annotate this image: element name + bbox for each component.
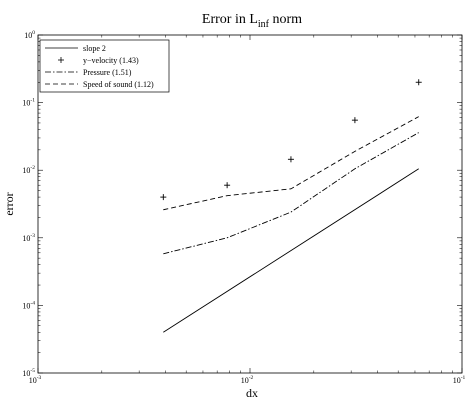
- y-tick-label: 100: [24, 30, 35, 40]
- series-slope-2: [163, 168, 419, 333]
- y-tick-exponent: -2: [30, 165, 35, 171]
- y-tick-exponent: 0: [32, 30, 35, 36]
- x-tick-label: 10-2: [241, 375, 254, 385]
- x-tick-exponent: -3: [37, 375, 42, 381]
- y-tick-base: 10: [24, 31, 32, 40]
- y-tick-exponent: -4: [30, 300, 35, 306]
- legend-label-slope-2: slope 2: [83, 44, 106, 53]
- y-tick-base: 10: [22, 166, 30, 175]
- y-velocity-point: [415, 79, 422, 86]
- chart-title-suffix: norm: [269, 12, 302, 27]
- legend: slope 2 y−velocity (1.43) Pressure (1.51…: [39, 39, 170, 93]
- series-speed-of-sound: [163, 116, 419, 211]
- chart-title: Error in Linf norm: [202, 12, 302, 30]
- y-velocity-point: [287, 156, 294, 163]
- series-layer: [160, 79, 422, 333]
- chart-title-subscript: inf: [258, 19, 270, 30]
- x-tick-label: 10-3: [29, 375, 42, 385]
- series-pressure-line: [163, 132, 419, 255]
- legend-label-y-velocity: y−velocity (1.43): [83, 56, 139, 65]
- x-tick-base: 10: [29, 376, 37, 385]
- x-tick-base: 10: [453, 376, 461, 385]
- chart-title-prefix: Error in L: [202, 12, 258, 27]
- y-tick-exponent: -1: [30, 98, 35, 104]
- y-tick-base: 10: [22, 99, 30, 108]
- series-speed-of-sound-line: [163, 116, 419, 211]
- y-tick-label: 10-4: [22, 300, 35, 310]
- y-tick-label: 10-1: [22, 98, 35, 108]
- y-tick-base: 10: [22, 234, 30, 243]
- legend-label-pressure: Pressure (1.51): [83, 68, 132, 77]
- y-tick-exponent: -5: [30, 368, 35, 374]
- y-tick-exponent: -3: [30, 233, 35, 239]
- series-pressure: [163, 132, 419, 255]
- y-tick-label: 10-5: [22, 368, 35, 378]
- x-tick-exponent: -2: [249, 375, 254, 381]
- x-tick-exponent: -1: [461, 375, 466, 381]
- series-slope-2-line: [163, 168, 419, 333]
- series-y-velocity: [160, 79, 422, 201]
- y-tick-base: 10: [22, 301, 30, 310]
- y-velocity-point: [224, 182, 231, 189]
- x-tick-base: 10: [241, 376, 249, 385]
- legend-sample-y-velocity: [58, 57, 64, 63]
- y-tick-label: 10-2: [22, 165, 35, 175]
- y-tick-base: 10: [22, 369, 30, 378]
- y-axis-label: error: [2, 192, 16, 215]
- legend-label-speed-of-sound: Speed of sound (1.12): [83, 80, 154, 89]
- y-velocity-point: [160, 194, 167, 201]
- y-velocity-point: [351, 117, 358, 124]
- x-axis-label: dx: [246, 386, 258, 399]
- x-tick-label: 10-1: [453, 375, 466, 385]
- legend-box: [39, 39, 170, 93]
- y-tick-label: 10-3: [22, 233, 35, 243]
